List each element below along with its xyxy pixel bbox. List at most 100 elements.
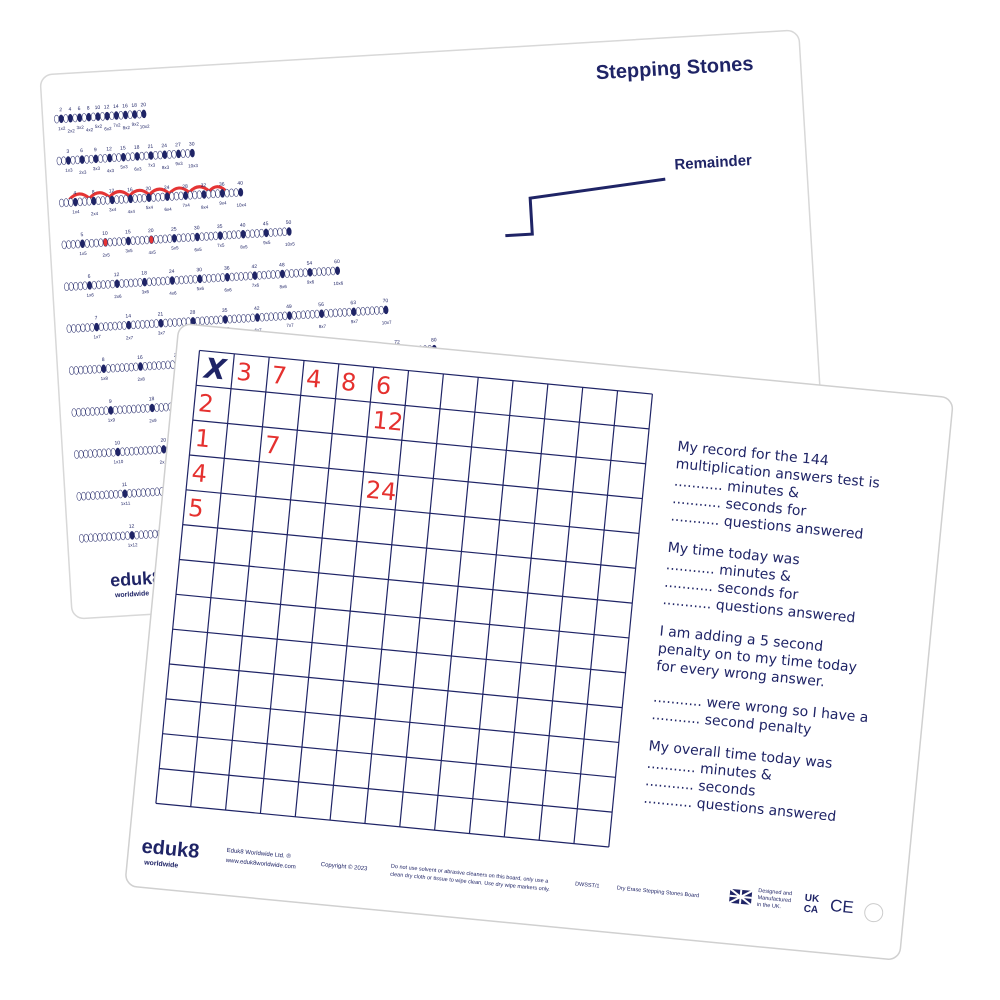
stone	[176, 149, 181, 159]
stone	[89, 407, 95, 416]
stone	[87, 449, 93, 458]
stone-number: 18	[149, 396, 155, 402]
stone	[365, 306, 371, 316]
stone	[282, 311, 288, 321]
stone	[254, 313, 260, 322]
ce-mark: CE	[829, 896, 854, 917]
stone	[215, 189, 221, 198]
stone	[227, 314, 233, 324]
stone	[129, 446, 135, 456]
stone	[234, 272, 239, 281]
stone	[84, 155, 90, 164]
stone-number: 16	[122, 103, 128, 109]
stone	[119, 363, 125, 372]
stone	[80, 323, 86, 333]
stone	[83, 449, 89, 459]
stone	[162, 234, 168, 244]
stone	[113, 489, 119, 499]
stone	[144, 319, 150, 329]
stone-number: 12	[104, 104, 110, 110]
stone	[266, 270, 272, 280]
stone	[123, 110, 128, 120]
stone	[54, 114, 60, 124]
stone	[300, 310, 306, 320]
logo: eduk8	[110, 567, 163, 590]
grid-line	[169, 663, 623, 709]
grid-line	[179, 558, 633, 604]
stone	[378, 305, 384, 315]
stone-number: 20	[145, 186, 151, 192]
stone	[101, 448, 107, 458]
stone	[59, 198, 65, 208]
stone-number: 5	[80, 232, 83, 238]
stone	[108, 406, 114, 415]
stone-label: 1x7	[93, 334, 101, 339]
stone	[140, 488, 146, 497]
stair	[505, 177, 666, 238]
stone	[88, 154, 94, 164]
stone	[118, 111, 124, 120]
stone	[142, 446, 148, 455]
stone	[91, 196, 97, 206]
stone-label: 2x3	[79, 170, 87, 175]
stone	[128, 278, 134, 288]
stone	[72, 197, 78, 207]
stone	[220, 273, 226, 282]
stone-number: 60	[334, 259, 340, 265]
stone	[126, 405, 132, 414]
stone-number: 28	[182, 184, 188, 190]
stone	[112, 405, 118, 415]
stone	[154, 403, 160, 412]
logo-tagline: worldwide	[143, 859, 179, 869]
stone	[151, 277, 157, 286]
stone-label: 1x4	[72, 209, 80, 214]
stone	[96, 364, 102, 374]
stone-number: 80	[431, 337, 437, 343]
stone	[192, 190, 198, 200]
stone	[330, 266, 336, 276]
stone-label: 1x12	[128, 542, 139, 548]
stone-label: 5x6	[197, 286, 205, 291]
stone	[110, 448, 116, 457]
stone	[293, 268, 299, 278]
grid-line	[186, 489, 640, 535]
stone-number: 9	[94, 147, 97, 153]
stone-number: 16	[127, 187, 133, 193]
stone-number: 40	[237, 180, 243, 186]
stone-label: 2x2	[67, 128, 75, 133]
stone-number: 14	[113, 104, 119, 110]
grid-line	[175, 593, 629, 639]
stone	[273, 312, 279, 321]
grid-line	[224, 357, 270, 811]
stone	[222, 315, 228, 324]
stone-number: 30	[196, 267, 202, 273]
stone-number: 42	[251, 264, 257, 270]
stone	[190, 232, 196, 242]
stone	[277, 227, 283, 237]
stone	[163, 318, 168, 328]
stone	[270, 270, 276, 279]
stone-number: 10	[95, 105, 101, 111]
stone	[72, 113, 78, 123]
stone	[77, 281, 83, 291]
stone	[188, 275, 194, 284]
stone	[169, 276, 175, 285]
stone-label: 8x7	[319, 324, 327, 329]
stone-label: 6x5	[194, 247, 202, 252]
stone-label: 3x7	[158, 330, 166, 335]
stone-number: 54	[307, 261, 313, 267]
made-in: in the UK.	[757, 902, 782, 910]
stone-number: 20	[148, 228, 154, 234]
stone-number: 30	[189, 141, 195, 147]
stone	[210, 189, 216, 199]
stone-label: 3x6	[141, 289, 149, 294]
stone	[162, 150, 168, 159]
stone	[84, 239, 90, 248]
stone	[100, 112, 106, 121]
flag-cross	[728, 888, 753, 906]
stone-label: 6x2	[104, 126, 112, 131]
stone-label: 10x6	[333, 281, 344, 287]
handwritten-entry: 24	[365, 476, 398, 507]
stone	[321, 267, 327, 276]
stone	[158, 319, 164, 328]
